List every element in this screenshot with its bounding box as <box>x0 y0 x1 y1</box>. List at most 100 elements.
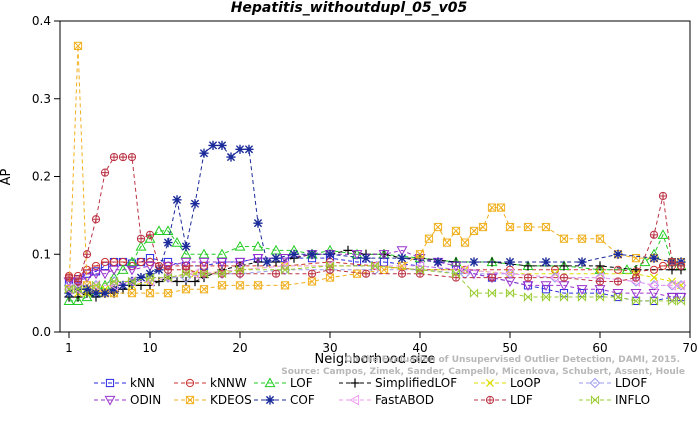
data-point-ldf <box>100 168 110 177</box>
legend-label-loop: LoOP <box>510 376 541 390</box>
data-point-odin <box>612 289 624 299</box>
data-point-cof <box>289 249 299 259</box>
data-point-cof <box>136 272 146 283</box>
legend-label-cof: COF <box>290 393 315 407</box>
data-point-kdeos <box>541 222 551 232</box>
data-point-lof <box>252 240 264 251</box>
data-point-kdeos <box>145 289 155 298</box>
series-line-lof <box>69 230 682 302</box>
data-point-ldf <box>136 234 146 243</box>
data-point-ldf <box>271 269 281 278</box>
data-point-loop <box>460 265 470 274</box>
data-point-kdeos <box>235 281 245 290</box>
data-point-inflo <box>91 280 101 291</box>
data-point-ldof <box>549 272 561 283</box>
legend-label-inflo: INFLO <box>615 393 650 407</box>
y-tick-label: 0.2 <box>32 170 51 184</box>
data-point-inflo <box>451 268 461 279</box>
data-point-cof <box>325 249 335 259</box>
legend-item-kdeos: KDEOS <box>174 393 252 407</box>
x-tick-label: 10 <box>142 341 157 355</box>
data-point-cof <box>505 257 515 267</box>
data-point-cof <box>613 249 623 259</box>
data-point-simplifiedlof <box>595 261 605 271</box>
legend-label-lof: LOF <box>290 376 313 390</box>
data-point-lof <box>198 248 210 259</box>
data-point-inflo <box>577 292 587 302</box>
x-tick-label: 20 <box>232 341 247 355</box>
y-tick-label: 0.3 <box>32 92 51 106</box>
data-point-ldf <box>163 265 173 274</box>
data-point-ldf <box>649 230 659 239</box>
data-point-cof <box>217 140 227 150</box>
data-point-kdeos <box>487 203 497 212</box>
data-point-cof <box>307 249 317 259</box>
legend-item-loop: LoOP <box>474 376 541 390</box>
data-point-fastabod <box>675 279 686 291</box>
data-point-odin <box>216 257 228 268</box>
data-point-lof <box>180 248 192 259</box>
legend-label-fastabod: FastABOD <box>375 393 434 407</box>
data-point-inflo <box>235 264 245 275</box>
data-point-ldf <box>82 250 92 259</box>
data-point-fastabod <box>549 272 560 284</box>
series-inflo <box>64 261 686 306</box>
data-point-ldf <box>361 269 371 278</box>
legend-marker-loop <box>485 378 495 388</box>
data-point-simplifiedlof <box>523 261 533 271</box>
data-point-ldof <box>180 272 192 283</box>
series-line-kdeos <box>68 45 681 294</box>
legend-marker-fastabod <box>349 394 360 406</box>
data-point-fastabod <box>504 268 515 280</box>
data-point-kdeos <box>325 273 335 282</box>
data-point-inflo <box>559 292 569 302</box>
data-point-loop <box>145 277 155 286</box>
data-point-inflo <box>523 292 533 302</box>
data-point-cof <box>226 152 236 162</box>
data-point-odin <box>522 281 534 291</box>
legend-item-knn: kNN <box>94 376 155 390</box>
data-point-simplifiedlof <box>172 276 182 287</box>
data-point-simplifiedlof <box>136 280 146 290</box>
data-point-knnw <box>91 261 101 271</box>
data-point-ldf <box>658 191 668 201</box>
data-point-kdeos <box>496 203 506 212</box>
data-point-odin <box>648 289 660 299</box>
legend-label-ldf: LDF <box>510 393 533 407</box>
data-point-inflo <box>280 264 290 275</box>
data-point-fastabod <box>459 264 470 276</box>
y-tick-label: 0.4 <box>32 14 51 28</box>
data-point-lof <box>63 295 75 305</box>
data-point-odin <box>279 254 291 264</box>
data-point-ldf <box>181 265 191 274</box>
x-tick-label: 40 <box>412 341 427 355</box>
data-point-kdeos <box>415 250 425 259</box>
data-point-inflo <box>667 296 677 306</box>
data-point-simplifiedlof <box>343 245 353 255</box>
data-point-inflo <box>415 264 425 275</box>
legend: kNN kNNW LOF SimplifiedLOF LoOP LDOF ODIN KDEOS… <box>94 376 650 407</box>
data-point-odin <box>90 269 102 280</box>
y-axis: 0.0 0.1 0.2 0.3 0.4 <box>32 14 60 339</box>
data-point-kdeos <box>127 289 137 298</box>
data-point-ldf <box>667 257 677 267</box>
legend-item-lof: LOF <box>254 376 313 390</box>
data-point-kdeos <box>559 234 569 243</box>
data-point-odin <box>504 277 516 288</box>
data-point-simplifiedlof <box>559 261 569 271</box>
data-point-simplifiedlof <box>190 276 200 287</box>
data-point-kdeos <box>424 234 434 243</box>
data-point-odin <box>108 265 120 276</box>
data-point-inflo <box>469 288 479 298</box>
legend-marker-odin <box>104 395 116 406</box>
data-point-kdeos <box>433 222 443 232</box>
data-point-odin <box>144 261 156 272</box>
data-point-odin <box>234 257 246 268</box>
data-point-lof <box>126 256 138 267</box>
data-point-kdeos <box>280 281 290 290</box>
data-point-ldof <box>675 280 687 291</box>
data-point-ldf <box>397 269 407 278</box>
data-point-ldf <box>64 273 74 282</box>
legend-item-knnw: kNNW <box>174 376 247 390</box>
data-point-inflo <box>73 284 83 295</box>
